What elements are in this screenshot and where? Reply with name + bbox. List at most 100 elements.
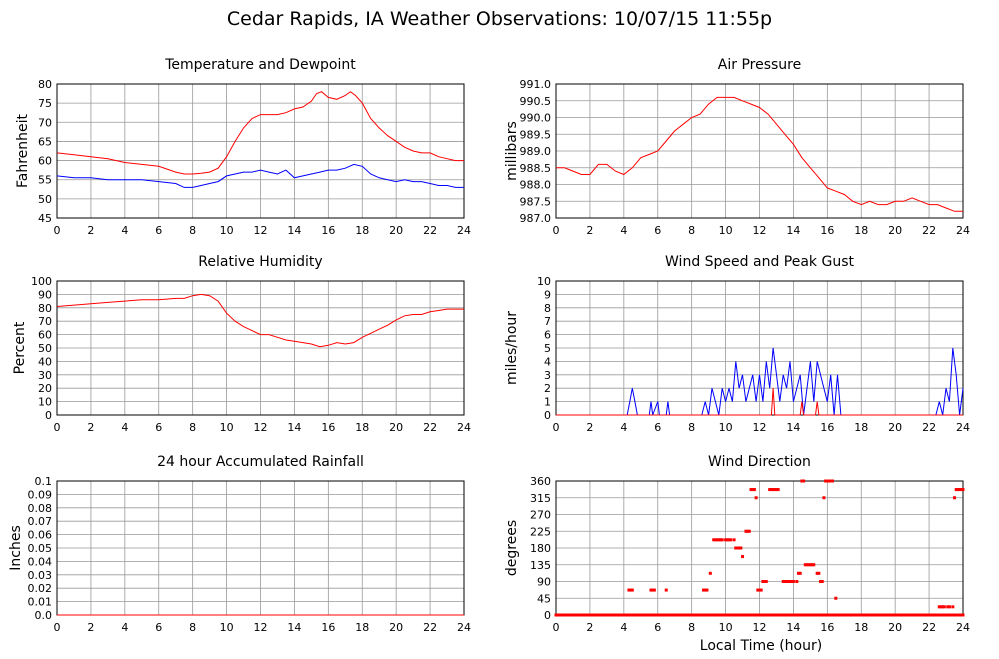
winddir-panel: 0 2 4 6 8 10 12 14 16 18 20 22 240459013518022527031… xyxy=(504,454,970,634)
winddir-point xyxy=(774,613,778,617)
winddir-point xyxy=(705,613,709,617)
winddir-point xyxy=(856,613,860,617)
winddir-point xyxy=(739,613,743,617)
winddir-point xyxy=(556,613,560,617)
winddir-point xyxy=(890,613,894,617)
winddir-point xyxy=(578,613,582,617)
winddir-point xyxy=(946,613,950,617)
winddir-point xyxy=(807,613,811,617)
humidity-y-axis-label: Percent xyxy=(12,321,28,374)
wind-x-tick-label: 24 xyxy=(956,421,970,434)
humidity-y-tick-label: 30 xyxy=(38,369,52,382)
winddir-y-tick-label: 90 xyxy=(537,576,551,589)
winddir-point xyxy=(817,613,821,617)
humidity-y-tick-label: 0 xyxy=(45,409,52,422)
winddir-point xyxy=(669,613,673,617)
winddir-point xyxy=(576,613,580,617)
winddir-point xyxy=(685,613,689,617)
winddir-point xyxy=(583,613,587,617)
winddir-point xyxy=(819,580,823,583)
winddir-point xyxy=(830,613,834,617)
winddir-point xyxy=(695,613,699,617)
rain-y-tick-label: 0.01 xyxy=(28,596,53,609)
winddir-point xyxy=(861,613,865,617)
wind-y-tick-label: 5 xyxy=(544,342,551,355)
winddir-point xyxy=(749,613,753,617)
wind-y-tick-label: 1 xyxy=(544,396,551,409)
winddir-point xyxy=(708,571,712,575)
winddir-point xyxy=(586,613,590,617)
rain-x-tick-label: 14 xyxy=(287,621,301,634)
winddir-point xyxy=(885,613,889,617)
winddir-point xyxy=(793,613,797,617)
pressure-y-tick-label: 987.0 xyxy=(520,212,552,225)
winddir-point xyxy=(959,613,963,617)
humidity-x-tick-label: 12 xyxy=(254,421,268,434)
temp-x-tick-label: 10 xyxy=(220,224,234,237)
winddir-point xyxy=(639,613,643,617)
pressure-y-axis-label: millibars xyxy=(504,121,520,181)
winddir-x-tick-label: 8 xyxy=(688,621,695,634)
winddir-point xyxy=(605,613,609,617)
winddir-point xyxy=(883,613,887,617)
winddir-x-tick-label: 24 xyxy=(956,621,970,634)
winddir-point xyxy=(769,613,773,617)
wind-y-tick-label: 7 xyxy=(544,315,551,328)
rain-x-tick-label: 8 xyxy=(189,621,196,634)
winddir-point xyxy=(800,613,804,617)
winddir-point xyxy=(951,605,955,609)
winddir-point xyxy=(956,613,960,617)
winddir-y-axis-label: degrees xyxy=(504,520,520,576)
winddir-point xyxy=(688,613,692,617)
winddir-point xyxy=(763,613,767,617)
winddir-y-tick-label: 0 xyxy=(544,609,551,622)
winddir-point xyxy=(702,588,706,592)
winddir-point xyxy=(881,613,885,617)
humidity-title: Relative Humidity xyxy=(198,254,322,270)
temp-y-tick-label: 75 xyxy=(38,97,52,110)
temp-title: Temperature and Dewpoint xyxy=(164,57,356,73)
winddir-point xyxy=(825,479,829,483)
temp-y-axis-label: Fahrenheit xyxy=(15,113,31,188)
winddir-point xyxy=(612,613,616,617)
winddir-point xyxy=(800,479,804,483)
pressure-x-tick-label: 18 xyxy=(854,224,868,237)
pressure-x-tick-label: 24 xyxy=(956,224,970,237)
wind-x-tick-label: 20 xyxy=(888,421,902,434)
winddir-point xyxy=(554,613,558,617)
pressure-x-tick-label: 2 xyxy=(586,224,593,237)
winddir-point xyxy=(647,613,651,617)
rain-x-tick-label: 22 xyxy=(423,621,437,634)
wind-y-axis-label: miles/hour xyxy=(504,311,520,385)
humidity-y-tick-label: 10 xyxy=(38,396,52,409)
humidity-x-tick-label: 24 xyxy=(457,421,471,434)
humidity-x-tick-label: 6 xyxy=(155,421,162,434)
winddir-point xyxy=(910,613,914,617)
winddir-point xyxy=(752,488,756,492)
winddir-point xyxy=(808,563,812,567)
winddir-point xyxy=(700,613,704,617)
winddir-point xyxy=(795,613,799,617)
winddir-point xyxy=(827,479,831,483)
winddir-point xyxy=(712,538,716,542)
winddir-point xyxy=(808,613,812,617)
winddir-point xyxy=(754,613,758,617)
winddir-point xyxy=(797,613,801,617)
winddir-point xyxy=(824,479,828,483)
winddir-point xyxy=(795,580,799,583)
winddir-point xyxy=(579,613,583,617)
winddir-point xyxy=(803,563,807,567)
winddir-point xyxy=(812,563,816,567)
winddir-point xyxy=(774,488,778,492)
pressure-series-line xyxy=(556,96,963,212)
winddir-point xyxy=(873,613,877,617)
winddir-point xyxy=(776,613,780,617)
winddir-x-tick-label: 20 xyxy=(888,621,902,634)
winddir-point xyxy=(674,613,678,617)
humidity-x-tick-label: 8 xyxy=(189,421,196,434)
winddir-point xyxy=(951,613,955,617)
rain-x-tick-label: 6 xyxy=(155,621,162,634)
humidity-x-tick-label: 2 xyxy=(87,421,94,434)
winddir-point xyxy=(847,613,851,617)
